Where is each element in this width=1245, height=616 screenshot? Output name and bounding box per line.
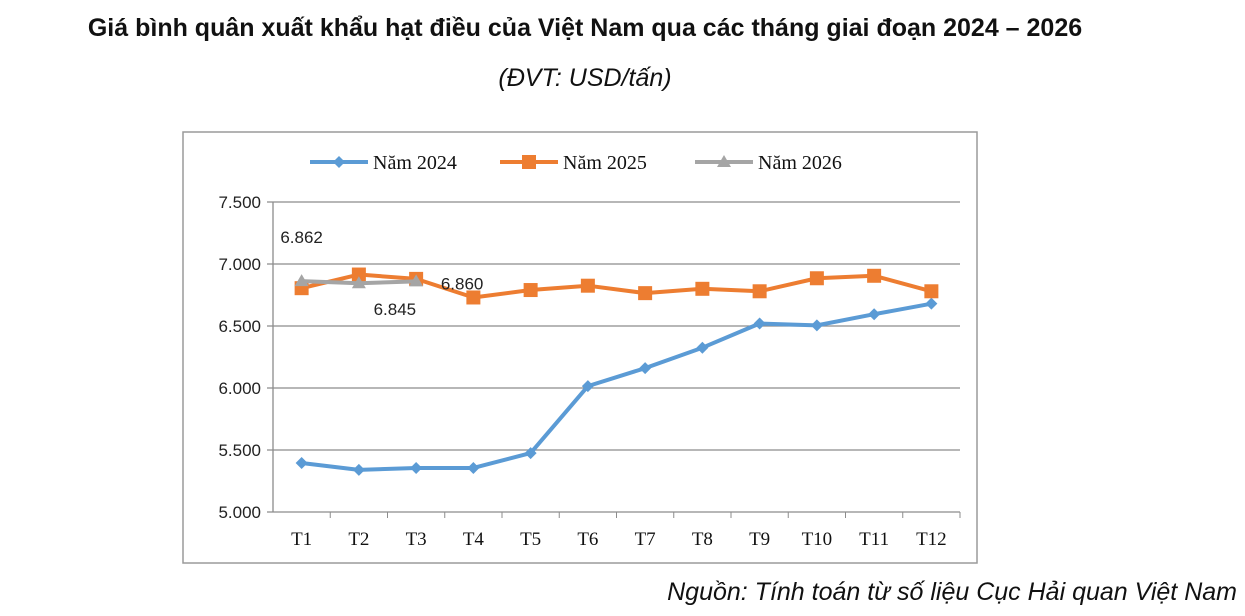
x-tick-label: T1 — [291, 529, 312, 550]
data-point — [295, 457, 308, 470]
series-line — [301, 301, 932, 472]
page-title: Giá bình quân xuất khẩu hạt điều của Việ… — [87, 14, 1083, 42]
series-năm-2024 — [295, 297, 938, 476]
data-point — [524, 447, 537, 460]
data-point — [333, 156, 345, 168]
legend-label: Năm 2026 — [758, 152, 842, 174]
series-năm-2026: 6.862 6.845 6.860 — [280, 228, 483, 319]
y-tick-label: 6.500 — [218, 317, 261, 336]
data-point — [351, 267, 366, 282]
x-tick-label: T8 — [692, 529, 713, 550]
data-label: 6.860 — [441, 274, 484, 293]
y-tick-label: 5.500 — [218, 441, 261, 460]
x-tick-label: T11 — [859, 529, 889, 550]
x-tick-label: T7 — [635, 529, 656, 550]
data-point — [581, 380, 594, 393]
data-point — [351, 276, 366, 289]
data-point — [409, 274, 424, 287]
data-point — [294, 274, 309, 287]
data-point — [695, 281, 710, 296]
data-label: 6.845 — [374, 300, 417, 319]
unit-label: (ĐVT: USD/tấn) — [498, 64, 672, 92]
data-point — [466, 290, 481, 305]
chart-frame — [182, 131, 978, 564]
data-point — [467, 461, 480, 474]
data-point — [639, 362, 652, 375]
data-point — [810, 319, 823, 332]
legend-label: Năm 2024 — [373, 152, 457, 174]
data-label: 6.862 — [280, 228, 323, 247]
x-tick-label: T9 — [749, 529, 770, 550]
y-tick-label: 7.000 — [218, 255, 261, 274]
data-point — [868, 308, 881, 321]
x-tick-label: T6 — [577, 529, 598, 550]
x-tick-label: T2 — [348, 529, 369, 550]
data-point — [696, 341, 709, 354]
data-point — [717, 155, 731, 167]
data-point — [410, 461, 423, 474]
source-note: Nguồn: Tính toán từ số liệu Cục Hải quan… — [667, 578, 1237, 606]
x-tick-label: T12 — [916, 529, 947, 550]
data-point — [522, 155, 536, 169]
data-point — [867, 268, 882, 283]
data-point — [753, 317, 766, 330]
data-point — [809, 271, 824, 286]
x-tick-label: T5 — [520, 529, 541, 550]
data-point — [580, 278, 595, 293]
x-tick-label: T4 — [463, 529, 485, 550]
legend-label: Năm 2025 — [563, 152, 647, 174]
y-tick-label: 7.500 — [218, 193, 261, 212]
series-line — [301, 272, 932, 300]
y-tick-label: 6.000 — [218, 379, 261, 398]
data-point — [752, 284, 767, 299]
data-point — [523, 283, 538, 298]
data-point — [925, 297, 938, 310]
data-point — [352, 463, 365, 476]
y-tick-label: 5.000 — [218, 503, 261, 522]
x-tick-label: T3 — [406, 529, 427, 550]
x-tick-label: T10 — [802, 529, 833, 550]
data-point — [638, 286, 653, 301]
data-point — [924, 284, 939, 299]
